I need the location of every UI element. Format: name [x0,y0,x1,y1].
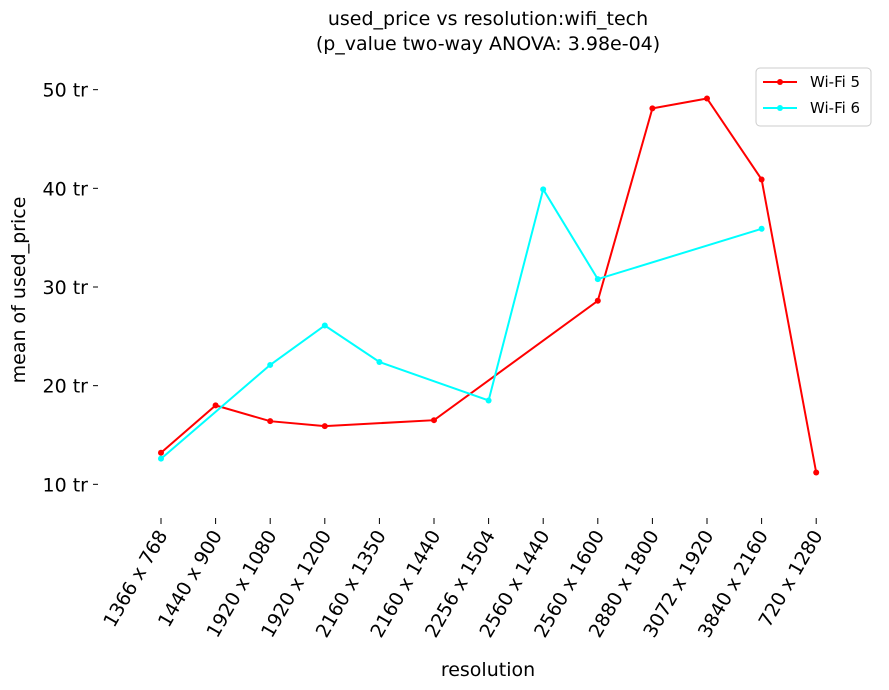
y-tick-label: 20 tr [43,376,89,398]
data-point [485,397,492,404]
series-line-1 [160,97,818,473]
data-point [594,276,601,283]
legend: Wi-Fi 5 Wi-Fi 6 [755,67,872,127]
chart-subtitle: (p_value two-way ANOVA: 3.98e-04) [316,33,660,55]
data-point [813,469,820,476]
x-axis-label: resolution [441,659,535,681]
legend-label: Wi-Fi 5 [810,73,860,91]
data-point [758,225,765,232]
data-point [704,95,710,102]
y-tick-label: 10 tr [43,474,89,496]
data-point [376,358,383,365]
chart-title: used_price vs resolution:wifi_tech [328,8,648,30]
data-point [158,449,164,456]
data-point [158,455,164,462]
data-point [321,322,328,329]
data-point [758,176,765,183]
legend-label: Wi-Fi 6 [810,99,860,117]
data-point [212,402,219,409]
data-point [431,417,437,424]
legend-marker [777,105,783,111]
y-tick-label: 50 tr [43,80,89,102]
y-axis-label: mean of used_price [8,197,30,384]
data-point [267,361,274,368]
data-point [594,297,601,304]
y-tick-label: 30 tr [43,277,89,299]
plot-area [158,95,820,476]
data-point [267,418,274,425]
data-point [321,423,328,430]
series-line-2 [160,186,762,460]
data-point [540,186,547,193]
legend-marker [777,79,783,85]
y-tick-label: 40 tr [43,178,89,200]
y-axis: 10 tr 20 tr 30 tr 40 tr 50 tr [43,80,98,496]
data-point [649,105,656,112]
